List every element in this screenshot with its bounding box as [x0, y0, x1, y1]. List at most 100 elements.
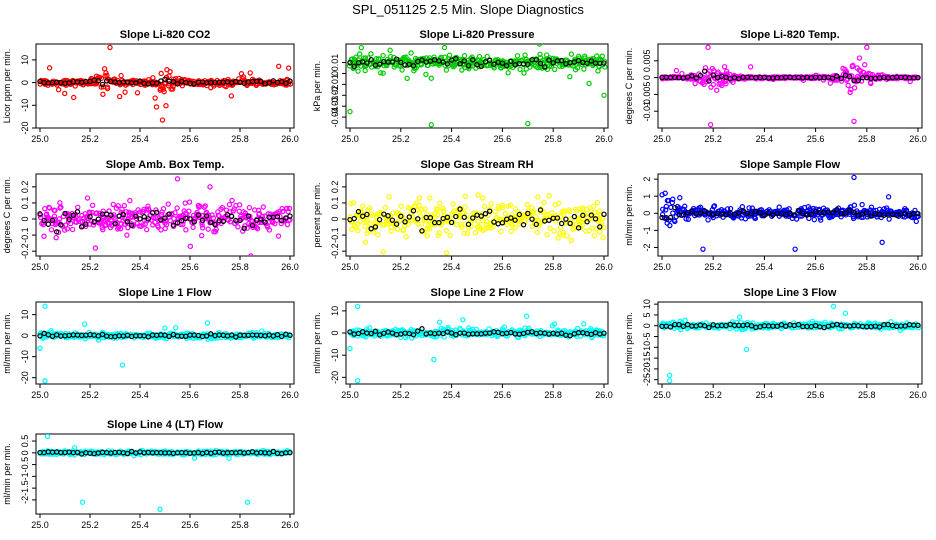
- data-point: [663, 207, 669, 213]
- data-point: [227, 219, 234, 225]
- panel-title: Slope Li-820 Temp.: [740, 29, 839, 41]
- data-point: [488, 200, 494, 207]
- outlier-point: [705, 44, 711, 51]
- data-point: [476, 53, 483, 60]
- y-tick-label: 0: [20, 217, 30, 222]
- data-point: [460, 317, 466, 323]
- data-point: [198, 232, 205, 239]
- data-point: [842, 310, 849, 316]
- data-point: [388, 228, 394, 234]
- panel-rh: Slope Gas Stream RH percent per min. 25.0 2…: [312, 159, 613, 272]
- y-axis-label: ml/min per min.: [624, 312, 634, 374]
- reference-point: [228, 332, 235, 338]
- data-point: [499, 202, 506, 209]
- data-point: [404, 75, 410, 81]
- data-point: [424, 233, 431, 239]
- reference-point: [834, 206, 840, 213]
- x-tick-label: 25.6: [181, 520, 199, 530]
- y-tick-label: -0.2: [330, 243, 340, 259]
- data-point: [435, 232, 441, 239]
- reference-point: [137, 78, 143, 84]
- reference-point: [847, 73, 853, 80]
- data-point: [537, 209, 544, 215]
- outlier-point: [37, 345, 43, 351]
- reference-point: [141, 214, 147, 220]
- x-tick-label: 25.4: [443, 134, 461, 144]
- reference-point: [203, 333, 210, 339]
- data-point: [501, 324, 508, 330]
- reference-point: [795, 321, 802, 328]
- data-point: [535, 194, 541, 200]
- reference-point: [542, 64, 548, 70]
- x-tick-label: 25.4: [756, 262, 774, 272]
- reference-point: [427, 215, 434, 221]
- reference-point: [347, 329, 353, 335]
- reference-point: [162, 76, 168, 83]
- reference-point: [258, 216, 264, 222]
- reference-point: [415, 216, 421, 222]
- reference-point: [364, 211, 370, 218]
- reference-point: [470, 57, 476, 63]
- data-point: [82, 321, 88, 327]
- reference-point: [393, 221, 400, 227]
- data-point: [462, 193, 469, 199]
- reference-point: [567, 220, 573, 227]
- data-point: [380, 70, 386, 76]
- x-tick-label: 25.0: [653, 390, 671, 400]
- outlier-point: [44, 434, 51, 440]
- data-point: [443, 227, 449, 234]
- reference-point: [842, 210, 849, 217]
- data-point: [580, 207, 586, 213]
- reference-point: [376, 216, 383, 223]
- y-axis-label: kPa per min.: [312, 61, 322, 112]
- reference-point: [245, 213, 252, 219]
- panel-title: Slope Gas Stream RH: [420, 159, 533, 171]
- data-point: [428, 75, 434, 81]
- data-point: [447, 232, 453, 239]
- x-tick-label: 25.2: [704, 390, 722, 400]
- reference-point: [584, 219, 590, 225]
- data-point: [166, 81, 172, 87]
- y-tick-label: -0.2: [20, 243, 30, 259]
- data-point: [549, 209, 555, 216]
- reference-point: [864, 209, 870, 216]
- y-tick-label: -10: [20, 99, 30, 112]
- data-point: [793, 216, 800, 222]
- reference-point: [584, 60, 590, 66]
- data-point: [672, 218, 678, 225]
- data-point: [266, 227, 273, 233]
- data-point: [356, 51, 363, 57]
- data-point: [62, 90, 68, 97]
- reference-point: [70, 212, 77, 218]
- reference-point: [592, 216, 599, 222]
- reference-point: [508, 58, 514, 65]
- y-tick-label: 0: [20, 450, 30, 455]
- reference-point: [453, 56, 459, 62]
- reference-point: [187, 216, 193, 222]
- data-point: [818, 217, 824, 223]
- data-point: [714, 87, 720, 93]
- data-point: [422, 206, 428, 212]
- x-tick-label: 25.2: [81, 134, 99, 144]
- reference-point: [166, 211, 172, 217]
- data-point: [247, 70, 253, 76]
- data-point: [61, 227, 68, 233]
- outlier-point: [879, 239, 885, 246]
- reference-point: [847, 207, 853, 214]
- data-point: [235, 224, 241, 230]
- outlier-point: [431, 356, 437, 363]
- reference-point: [351, 215, 357, 222]
- reference-point: [53, 229, 60, 235]
- x-tick-label: 25.6: [181, 262, 199, 272]
- data-point: [116, 93, 123, 100]
- outlier-point: [42, 378, 48, 384]
- data-point: [155, 224, 161, 230]
- data-point: [702, 65, 709, 71]
- reference-point: [274, 213, 281, 220]
- reference-point: [393, 56, 400, 62]
- x-tick-label: 25.8: [544, 134, 562, 144]
- data-point: [459, 67, 465, 73]
- reference-point: [461, 58, 467, 64]
- data-point: [496, 205, 503, 212]
- reference-point: [402, 219, 408, 225]
